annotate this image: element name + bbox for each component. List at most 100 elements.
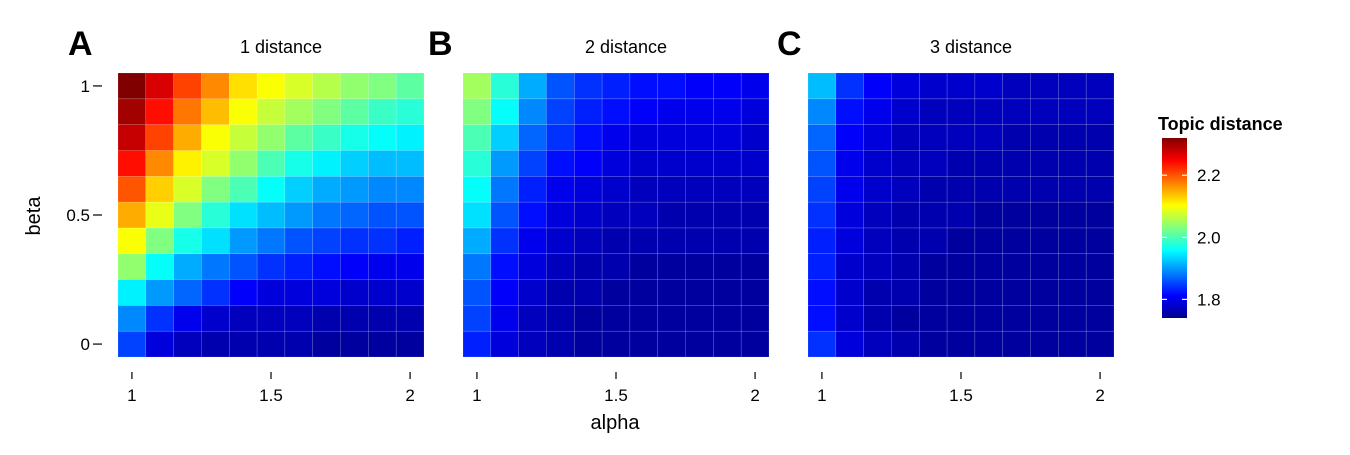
heatmap-cell <box>1002 72 1031 100</box>
heatmap-cell <box>368 253 397 280</box>
heatmap-cell <box>228 72 258 100</box>
heatmap-cell <box>573 175 603 203</box>
heatmap-cell <box>807 150 837 177</box>
heatmap-cell <box>629 175 659 203</box>
heatmap-cell <box>1058 330 1087 358</box>
x-tick-label: 1.5 <box>949 386 973 405</box>
heatmap-cell <box>740 279 770 306</box>
heatmap-cell <box>740 201 770 229</box>
heatmap-cell <box>1085 98 1115 125</box>
heatmap-cell <box>601 98 631 125</box>
heatmap-cell <box>284 175 314 203</box>
heatmap-cell <box>685 98 714 125</box>
heatmap-cell <box>629 72 659 100</box>
heatmap-cell <box>368 98 397 125</box>
heatmap-cell <box>173 253 202 280</box>
heatmap-cell <box>918 72 948 100</box>
heatmap-cell <box>173 124 202 151</box>
heatmap-cell <box>518 279 547 306</box>
heatmap-cell <box>462 279 492 306</box>
heatmap-cell <box>946 305 976 332</box>
heatmap-cell <box>835 253 864 280</box>
heatmap-cell <box>490 227 519 255</box>
heatmap-cell <box>863 253 892 280</box>
heatmap-cell <box>685 253 714 280</box>
heatmap-cell <box>518 330 547 358</box>
heatmap-cell <box>117 305 147 332</box>
heatmap-cell <box>1085 201 1115 229</box>
heatmap-cell <box>685 279 714 306</box>
heatmap-cell <box>340 330 369 358</box>
heatmap-panel-a: A 1 distance 1 1.5 2 1 0.5 0 <box>66 25 425 405</box>
heatmap-cell <box>201 305 230 332</box>
heatmap-cell <box>1058 305 1087 332</box>
heatmap-cell <box>201 175 230 203</box>
heatmap-cell <box>1058 253 1087 280</box>
heatmap-cell <box>807 124 837 151</box>
heatmap-cell <box>173 72 202 100</box>
heatmap-cell <box>946 72 976 100</box>
heatmap-cell <box>1002 279 1031 306</box>
heatmap-cell <box>368 124 397 151</box>
heatmap-cell <box>601 227 631 255</box>
heatmap-cell <box>918 175 948 203</box>
legend-tick-label: 2.2 <box>1197 166 1221 185</box>
heatmap-cell <box>891 175 920 203</box>
heatmap-cell <box>713 124 742 151</box>
x-tick-label: 1.5 <box>604 386 628 405</box>
heatmap-cell <box>807 98 837 125</box>
heatmap-cell <box>145 175 174 203</box>
panel-letter: C <box>777 25 802 63</box>
heatmap-cell <box>974 175 1004 203</box>
heatmap-cell <box>713 227 742 255</box>
heatmap-cell <box>368 150 397 177</box>
heatmap-cell <box>368 72 397 100</box>
heatmap-cell <box>974 227 1004 255</box>
heatmap-cell <box>145 72 174 100</box>
heatmap-cell <box>657 98 686 125</box>
heatmap-cell <box>201 330 230 358</box>
heatmap-cell <box>340 98 369 125</box>
heatmap-cell <box>685 330 714 358</box>
heatmap-cell <box>946 175 976 203</box>
heatmap-cell <box>573 124 603 151</box>
heatmap-cell <box>395 253 425 280</box>
x-tick-label: 2 <box>405 386 414 405</box>
heatmap-cell <box>340 124 369 151</box>
panel-title: 2 distance <box>585 37 667 57</box>
heatmap-cell <box>546 305 575 332</box>
heatmap-cell <box>974 150 1004 177</box>
heatmap-cell <box>228 98 258 125</box>
heatmap-cell <box>1030 98 1059 125</box>
heatmap-cell <box>312 330 341 358</box>
heatmap-cell <box>1002 175 1031 203</box>
heatmap-cell <box>312 305 341 332</box>
heatmap-cell <box>946 253 976 280</box>
heatmap-cell <box>518 124 547 151</box>
heatmap-cell <box>518 201 547 229</box>
heatmap-cell <box>891 279 920 306</box>
heatmap-cell <box>1058 201 1087 229</box>
heatmap-cell <box>1030 227 1059 255</box>
heatmap-cell <box>256 279 286 306</box>
heatmap-cell <box>518 305 547 332</box>
heatmap-cell <box>462 175 492 203</box>
heatmap-cell <box>740 124 770 151</box>
heatmap-panels: A 1 distance 1 1.5 2 1 0.5 0 B 2 distance 1 1.5 2 C 3 … <box>66 25 1115 405</box>
heatmap-cell <box>685 227 714 255</box>
heatmap-cell <box>685 150 714 177</box>
heatmap-cell <box>740 253 770 280</box>
heatmap-cell <box>546 98 575 125</box>
heatmap-cell <box>1058 227 1087 255</box>
heatmap-cell <box>1002 124 1031 151</box>
heatmap-cell <box>601 253 631 280</box>
heatmap-cell <box>713 201 742 229</box>
heatmap-cell <box>835 227 864 255</box>
heatmap-cell <box>256 253 286 280</box>
heatmap-cell <box>713 305 742 332</box>
heatmap-cell <box>891 72 920 100</box>
heatmap-cell <box>601 201 631 229</box>
heatmap-cell <box>601 330 631 358</box>
heatmap-cell <box>145 201 174 229</box>
heatmap-cell <box>340 305 369 332</box>
